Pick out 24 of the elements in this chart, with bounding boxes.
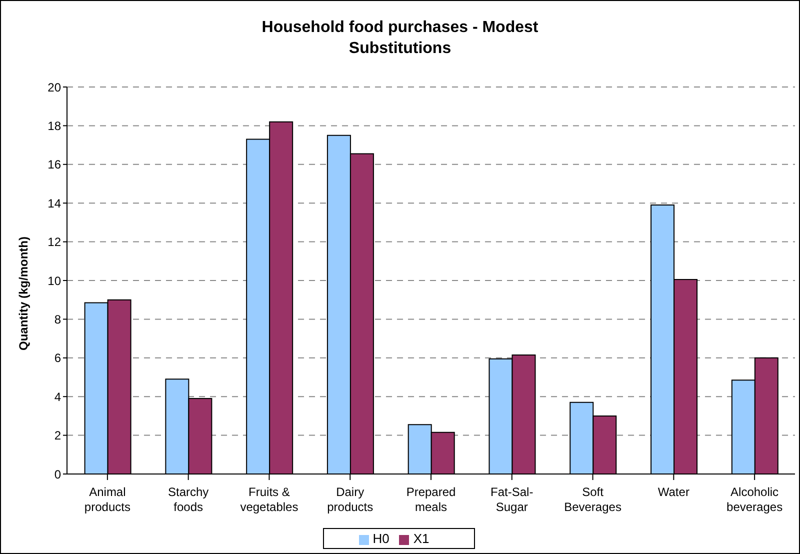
x-tick-label: Animal products (84, 485, 130, 514)
x-tick-label: Fruits & vegetables (240, 485, 298, 514)
y-tick-label: 6 (54, 351, 62, 366)
y-tick-label: 20 (48, 80, 62, 94)
y-tick-label: 10 (48, 274, 62, 288)
y-tick-label: 18 (48, 118, 62, 133)
x-tick-label: Prepared meals (406, 485, 456, 514)
x-tick-label: Starchy foods (168, 485, 209, 514)
y-tick-label: 2 (54, 428, 62, 443)
legend-label: X1 (413, 531, 430, 546)
x-tick-label: Fat-Sal-Sugar (490, 485, 534, 514)
legend-label: H0 (372, 531, 390, 546)
y-axis-title: Quantity (kg/month) (16, 236, 30, 350)
y-tick-label: 12 (48, 235, 62, 250)
y-tick-label: 0 (54, 467, 62, 482)
x-tick-label: Alcoholic beverages (726, 485, 783, 514)
y-tick-label: 4 (54, 390, 62, 404)
x-tick-label: Soft Beverages (564, 485, 622, 514)
y-tick-label: 14 (48, 196, 62, 210)
chart-title: Household food purchases - Modest Substitutions (260, 18, 540, 59)
x-tick-label: Dairy products (327, 485, 374, 514)
y-tick-label: 16 (48, 158, 62, 172)
y-tick-label: 8 (54, 312, 62, 326)
x-tick-label: Water (658, 485, 690, 499)
